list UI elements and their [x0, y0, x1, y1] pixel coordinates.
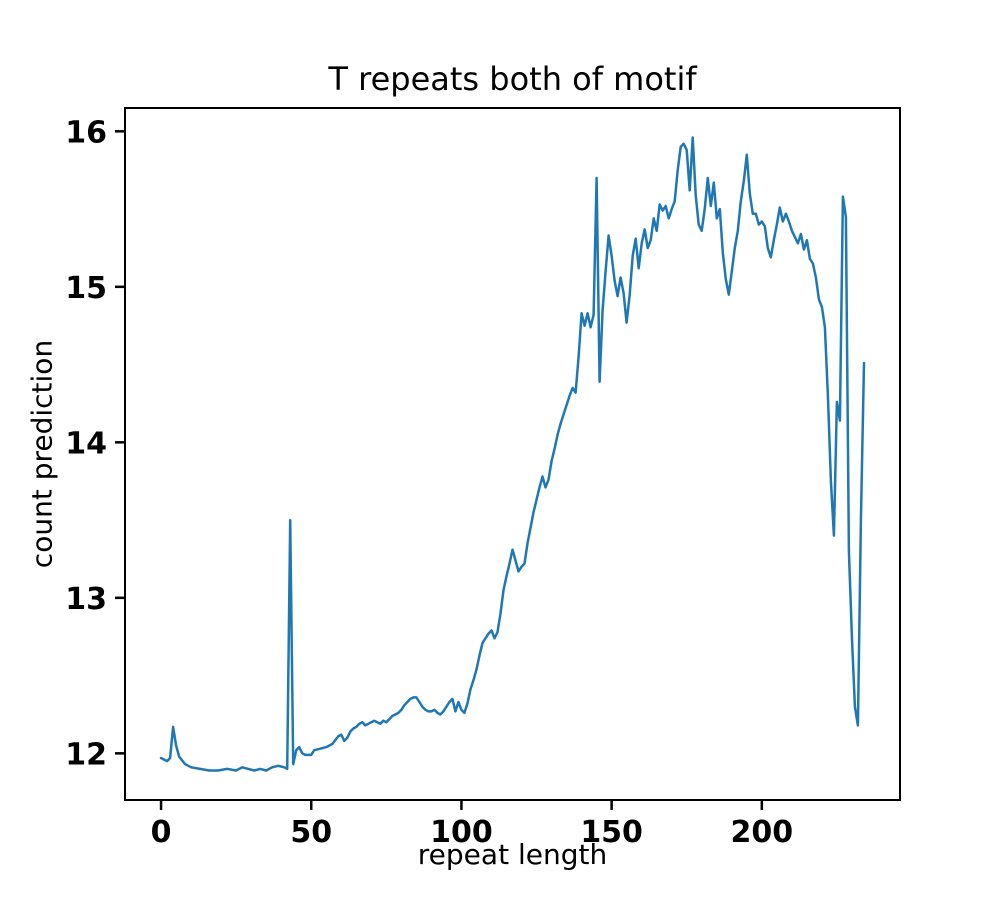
x-tick-label: 100: [430, 815, 493, 850]
chart-title: T repeats both of motif: [328, 60, 697, 98]
x-tick-group: 0 50 100 150 200: [151, 800, 794, 850]
x-tick-label: 200: [731, 815, 794, 850]
line-series: [159, 136, 866, 772]
y-tick-label: 15: [65, 271, 107, 306]
y-tick-label: 12: [65, 737, 107, 772]
y-tick-label: 16: [65, 115, 107, 150]
plot-border: [124, 107, 901, 801]
x-tick-label: 150: [580, 815, 643, 850]
y-tick-label: 14: [65, 426, 107, 461]
y-axis-label-text: count prediction: [25, 339, 59, 569]
x-tick-label: 50: [290, 815, 332, 850]
y-tick-label: 13: [65, 582, 107, 617]
y-tick-group: 12 13 14 15 16: [65, 115, 125, 772]
x-axis-label: repeat length: [417, 838, 608, 871]
x-tick-label: 0: [151, 815, 172, 850]
